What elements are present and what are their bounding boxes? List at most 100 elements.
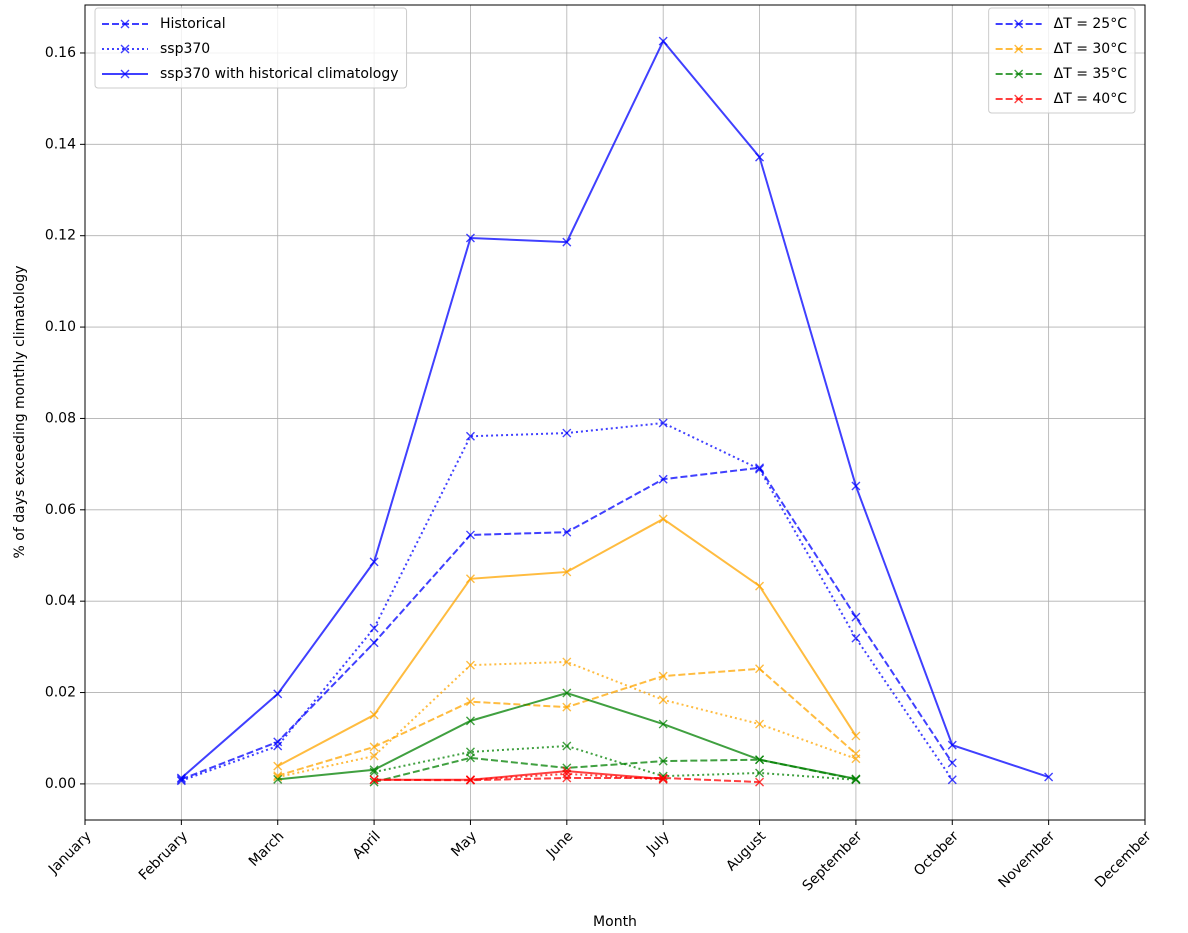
marker [562, 237, 572, 247]
marker [658, 418, 668, 428]
y-tick-label: 0.02 [45, 685, 76, 701]
marker [755, 719, 765, 729]
marker [273, 774, 283, 784]
marker [273, 761, 283, 771]
marker [658, 773, 668, 783]
legend-label: ssp370 [160, 41, 210, 57]
marker [658, 671, 668, 681]
marker [369, 775, 379, 785]
y-tick-label: 0.00 [45, 776, 76, 792]
x-tick-label: February [136, 828, 191, 883]
y-axis-label: % of days exceeding monthly climatology [12, 266, 28, 559]
marker [273, 689, 283, 699]
marker [658, 514, 668, 524]
series-line [373, 744, 856, 781]
marker [465, 775, 475, 785]
series-line [180, 39, 1049, 779]
marker [947, 740, 957, 750]
legend-marker [1014, 19, 1024, 29]
legend-box [94, 7, 408, 89]
series-line [373, 756, 857, 784]
y-tick-label: 0.06 [45, 502, 76, 518]
marker [947, 775, 957, 785]
x-axis-label: Month [593, 914, 637, 930]
marker [369, 742, 379, 752]
legend-label: ΔT = 35°C [1054, 66, 1128, 82]
marker [755, 768, 765, 778]
legend-marker [120, 69, 130, 79]
marker [755, 464, 765, 474]
marker [562, 702, 572, 712]
marker [176, 773, 186, 783]
marker [755, 152, 765, 162]
legend-label: ΔT = 25°C [1054, 16, 1128, 32]
legend-label: Historical [160, 16, 226, 32]
x-tick-label: April [350, 828, 384, 862]
x-tick-label: December [1092, 828, 1155, 891]
marker [755, 581, 765, 591]
marker [369, 638, 379, 648]
legend-marker [120, 44, 130, 54]
marker [658, 719, 668, 729]
marker [658, 36, 668, 46]
marker [562, 657, 572, 667]
marker [465, 530, 475, 540]
marker [658, 774, 668, 784]
marker [658, 756, 668, 766]
x-tick-label: July [643, 828, 673, 858]
marker [562, 773, 572, 783]
marker [851, 612, 861, 622]
marker [369, 767, 379, 777]
legend: Historical ssp370 ssp370 with historical c… [94, 7, 408, 89]
x-tick-label: March [246, 828, 287, 869]
x-tick-label: September [800, 828, 866, 894]
legend-label: ssp370 with historical climatology [160, 66, 399, 82]
y-tick-label: 0.12 [45, 228, 76, 244]
marker [562, 567, 572, 577]
marker [755, 463, 765, 473]
marker [562, 688, 572, 698]
marker [851, 731, 861, 741]
marker [755, 664, 765, 674]
marker [369, 765, 379, 775]
marker [176, 776, 186, 786]
marker [851, 633, 861, 643]
legend: ΔT = 25°C ΔT = 30°C ΔT = 35°C ΔT = 40°C [988, 7, 1136, 114]
marker [947, 758, 957, 768]
legend-marker [120, 19, 130, 29]
marker [273, 737, 283, 747]
marker [658, 695, 668, 705]
x-tick-label: May [448, 828, 480, 860]
y-tick-label: 0.08 [45, 410, 76, 426]
marker [562, 766, 572, 776]
marker [369, 623, 379, 633]
marker [562, 527, 572, 537]
marker [755, 755, 765, 765]
legend-label: ΔT = 40°C [1054, 91, 1128, 107]
marker [562, 769, 572, 779]
marker [369, 710, 379, 720]
legend-box [988, 7, 1136, 114]
x-tick-label: June [543, 828, 577, 862]
marker [176, 774, 186, 784]
marker [465, 431, 475, 441]
marker [562, 741, 572, 751]
x-tick-label: August [723, 828, 769, 874]
x-tick-label: October [911, 828, 962, 879]
legend-marker [1014, 44, 1024, 54]
marker [369, 751, 379, 761]
marker [465, 233, 475, 243]
plot-frame [84, 4, 1146, 821]
y-tick-label: 0.10 [45, 319, 76, 335]
legend-marker [1014, 94, 1024, 104]
y-tick-label: 0.16 [45, 45, 76, 61]
marker [1044, 772, 1054, 782]
marker [851, 481, 861, 491]
marker [465, 716, 475, 726]
marker [658, 474, 668, 484]
marker [851, 754, 861, 764]
marker [465, 697, 475, 707]
series-line [374, 770, 664, 781]
marker [851, 775, 861, 785]
